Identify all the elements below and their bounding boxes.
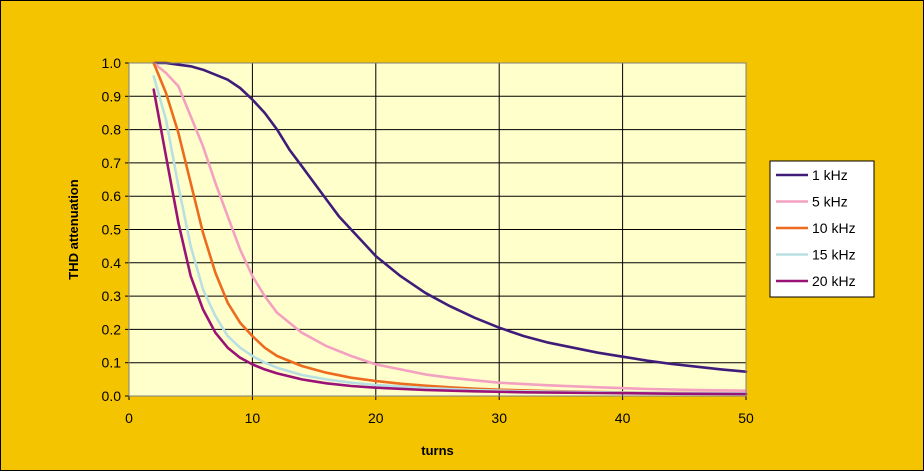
y-axis-ticks: 0.0 0.1 0.2 0.3 0.4 0.5 0.6 0.7 0.8 0.9 1.0 (102, 55, 129, 404)
y-tick-label: 0.2 (102, 321, 122, 337)
legend-label: 5 kHz (812, 194, 848, 210)
y-tick-label: 0.0 (102, 388, 122, 404)
y-tick-label: 0.1 (102, 355, 122, 371)
series-line (152, 88, 748, 396)
x-tick-label: 50 (738, 410, 754, 426)
x-tick-label: 40 (615, 410, 631, 426)
y-axis-title: THD attenuation (66, 179, 81, 279)
x-tick-label: 10 (245, 410, 261, 426)
legend-label: 20 kHz (812, 273, 856, 289)
legend: 1 kHz 5 kHz 10 kHz 15 kHz 20 kHz (769, 160, 875, 298)
plot-border (128, 62, 747, 397)
series-line (152, 61, 748, 393)
x-tick-label: 30 (491, 410, 507, 426)
x-tick-label: 20 (368, 410, 384, 426)
series-line (152, 61, 748, 374)
y-tick-label: 0.7 (102, 155, 122, 171)
series-lines (152, 61, 748, 396)
legend-label: 15 kHz (812, 247, 856, 263)
x-tick-label: 0 (125, 410, 133, 426)
y-tick-label: 0.4 (102, 255, 122, 271)
legend-label: 1 kHz (812, 167, 848, 183)
y-tick-label: 1.0 (102, 55, 122, 71)
y-tick-label: 0.6 (102, 188, 122, 204)
y-tick-label: 0.8 (102, 122, 122, 138)
x-axis-title: turns (421, 443, 454, 458)
x-axis-ticks: 0 10 20 30 40 50 (125, 396, 754, 426)
y-tick-label: 0.5 (102, 222, 122, 238)
legend-label: 10 kHz (812, 220, 856, 236)
y-tick-label: 0.9 (102, 88, 122, 104)
y-tick-label: 0.3 (102, 288, 122, 304)
